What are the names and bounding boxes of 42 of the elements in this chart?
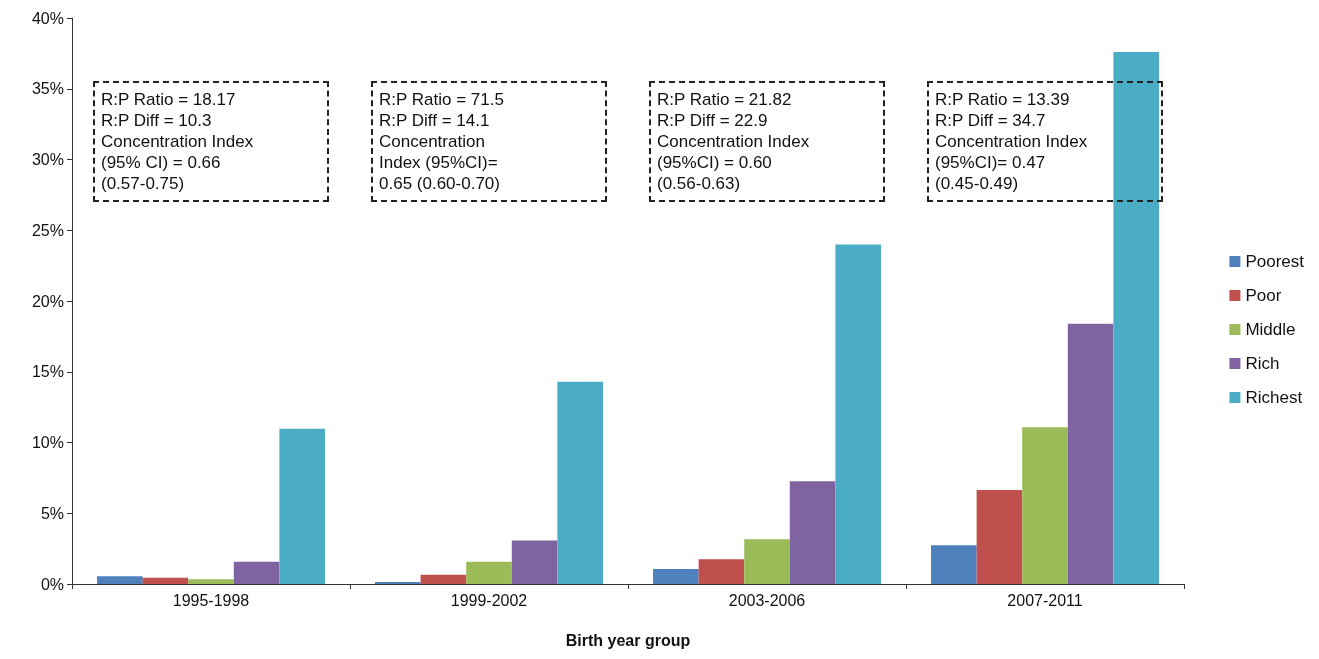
- y-tick-label: 15%: [31, 363, 64, 381]
- y-tick-label: 35%: [31, 80, 64, 98]
- bar: [931, 545, 977, 584]
- y-tick-label: 5%: [40, 504, 64, 522]
- bar: [466, 561, 512, 584]
- legend-label: Rich: [1245, 354, 1280, 373]
- legend-label: Middle: [1245, 320, 1296, 339]
- y-tick-label: 30%: [31, 151, 64, 168]
- annotation: R:P Ratio = 21.82 R:P Diff = 22.9 Concentration Index (95%CI) = 0.60 (0.56-0.63): [649, 81, 885, 202]
- x-tick-label: 1999-2002: [450, 591, 528, 609]
- y-tick-label: 0%: [40, 575, 64, 593]
- x-tick-label: 1995-1998: [172, 591, 250, 609]
- bar: [279, 428, 325, 584]
- bar: [1022, 427, 1068, 584]
- bar: [97, 576, 143, 584]
- y-tick-label: 10%: [31, 434, 64, 451]
- bar: [698, 559, 745, 584]
- bar: [789, 481, 836, 584]
- legend-label: Richest: [1245, 388, 1303, 407]
- bar: [557, 381, 603, 584]
- x-axis-title: Birth year group: [565, 631, 691, 649]
- bar: [653, 569, 699, 584]
- y-tick-label: 40%: [31, 9, 64, 27]
- bar: [233, 561, 280, 584]
- bar: [420, 574, 467, 584]
- x-tick-label: 2007-2011: [1007, 591, 1083, 609]
- bar: [188, 579, 234, 584]
- bar: [1067, 323, 1114, 584]
- bar: [142, 577, 189, 584]
- y-tick-label: 20%: [31, 292, 64, 310]
- bar: [835, 244, 881, 584]
- legend-label: Poor: [1245, 286, 1282, 305]
- bar: [744, 539, 790, 584]
- y-tick-label: 25%: [31, 221, 64, 239]
- bar: [1113, 51, 1159, 584]
- bar: [511, 540, 558, 584]
- bar: [976, 489, 1023, 584]
- x-tick-label: 2003-2006: [728, 591, 806, 609]
- annotation: R:P Ratio = 18.17 R:P Diff = 10.3 Concentration Index (95% CI) = 0.66 (0.57-0.75): [93, 81, 329, 202]
- legend-label: Poorest: [1245, 252, 1305, 271]
- annotation: R:P Ratio = 13.39 R:P Diff = 34.7 Concentration Index (95%CI)= 0.47 (0.45-0.49): [927, 81, 1163, 202]
- annotation: R:P Ratio = 71.5 R:P Diff = 14.1 Concentration Index (95%CI)= 0.65 (0.60-0.70): [371, 81, 607, 202]
